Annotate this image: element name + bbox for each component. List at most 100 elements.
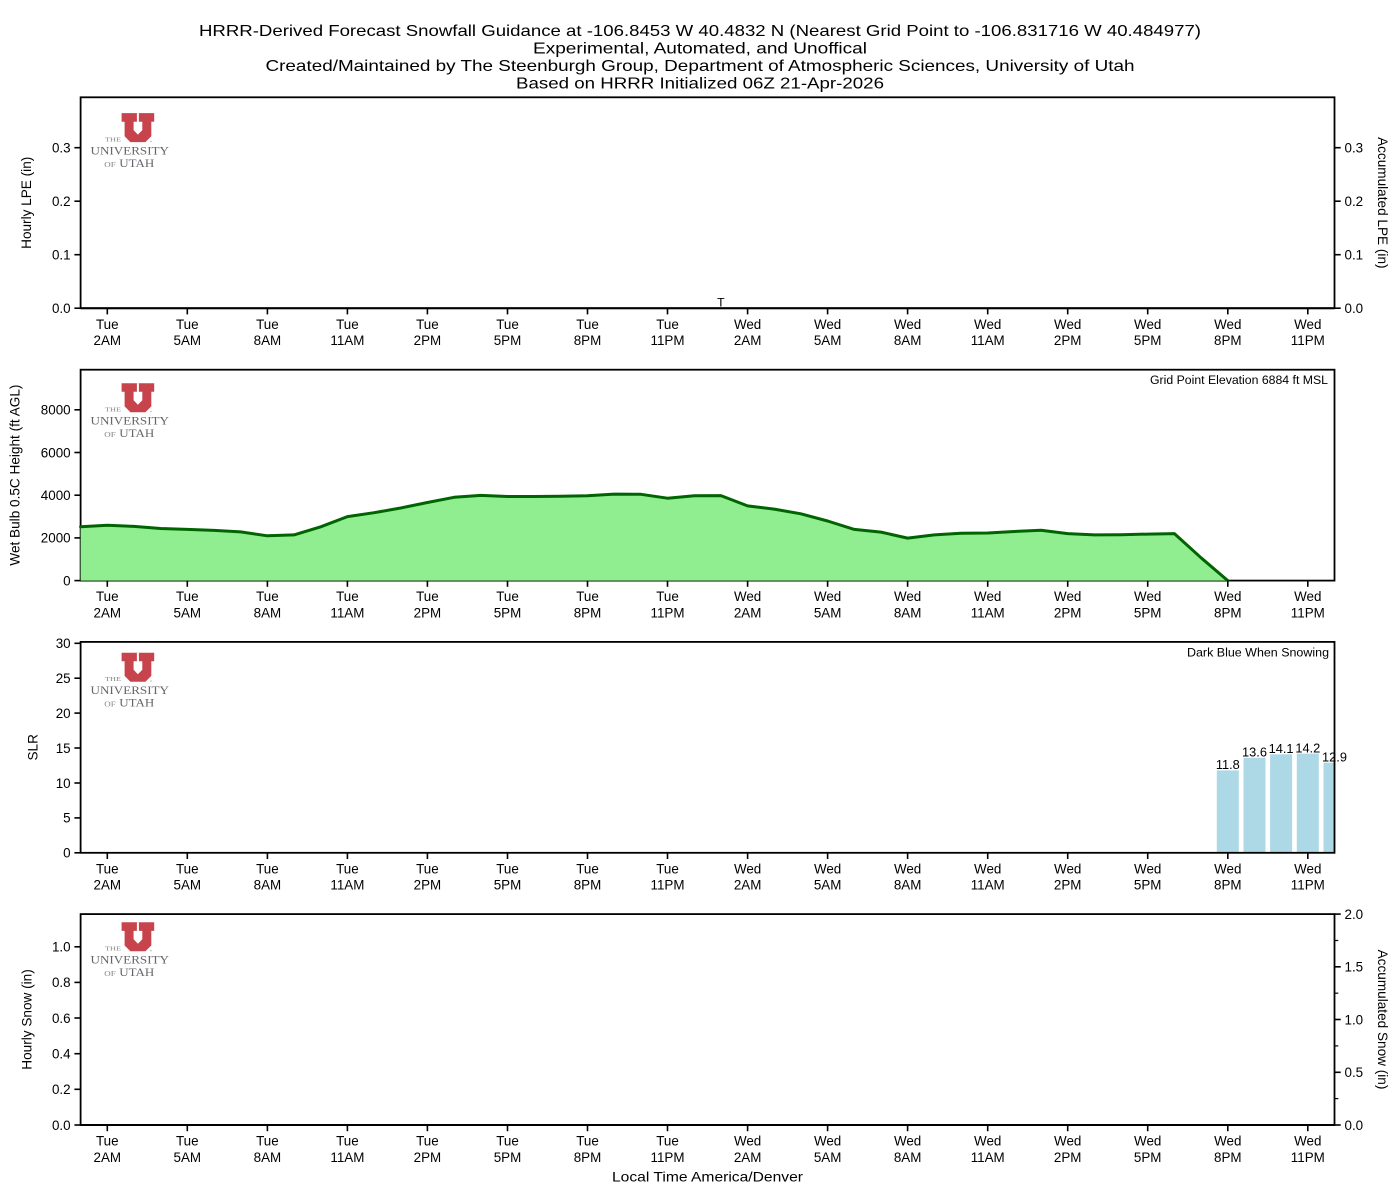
svg-text:Grid Point Elevation 6884 ft M: Grid Point Elevation 6884 ft MSL	[1150, 373, 1328, 387]
svg-text:2PM: 2PM	[1054, 606, 1082, 621]
svg-text:OF: OF	[104, 969, 115, 978]
svg-text:8AM: 8AM	[894, 1150, 922, 1165]
svg-text:UTAH: UTAH	[119, 158, 154, 170]
svg-text:11AM: 11AM	[971, 1150, 1005, 1165]
svg-text:UNIVERSITY: UNIVERSITY	[91, 415, 170, 427]
svg-text:Wed: Wed	[734, 1134, 761, 1149]
svg-text:12.9: 12.9	[1322, 750, 1347, 765]
svg-text:Accumulated LPE (in): Accumulated LPE (in)	[1375, 137, 1390, 268]
svg-text:Wet Bulb 0.5C Height (ft AGL): Wet Bulb 0.5C Height (ft AGL)	[8, 385, 23, 566]
svg-text:11AM: 11AM	[330, 606, 364, 621]
svg-text:11AM: 11AM	[971, 606, 1005, 621]
svg-text:UTAH: UTAH	[119, 428, 154, 440]
svg-text:8AM: 8AM	[894, 333, 922, 348]
svg-text:2.0: 2.0	[1345, 907, 1364, 922]
svg-text:Wed: Wed	[974, 861, 1001, 876]
svg-text:Wed: Wed	[1214, 861, 1241, 876]
svg-text:OF: OF	[104, 430, 115, 439]
svg-text:OF: OF	[104, 699, 115, 708]
svg-text:Wed: Wed	[734, 589, 761, 604]
svg-text:8PM: 8PM	[574, 333, 602, 348]
svg-text:13.6: 13.6	[1242, 745, 1267, 760]
svg-text:0.5: 0.5	[1345, 1065, 1364, 1080]
svg-text:11AM: 11AM	[330, 333, 364, 348]
svg-text:2PM: 2PM	[414, 878, 442, 893]
svg-text:T: T	[717, 296, 725, 310]
svg-text:Wed: Wed	[1134, 861, 1161, 876]
svg-text:UTAH: UTAH	[119, 967, 154, 979]
svg-text:Tue: Tue	[256, 317, 279, 332]
svg-text:Wed: Wed	[734, 861, 761, 876]
svg-text:Tue: Tue	[256, 861, 279, 876]
svg-text:25: 25	[56, 671, 71, 686]
svg-text:Wed: Wed	[1134, 1134, 1161, 1149]
svg-text:8PM: 8PM	[1214, 606, 1242, 621]
svg-text:Wed: Wed	[1214, 1134, 1241, 1149]
svg-text:2PM: 2PM	[1054, 333, 1082, 348]
svg-text:Wed: Wed	[814, 1134, 841, 1149]
svg-text:5AM: 5AM	[814, 1150, 842, 1165]
svg-text:8AM: 8AM	[894, 878, 922, 893]
svg-text:11AM: 11AM	[971, 333, 1005, 348]
svg-text:5PM: 5PM	[494, 1150, 522, 1165]
svg-text:0.3: 0.3	[52, 141, 71, 156]
svg-text:5AM: 5AM	[174, 333, 202, 348]
svg-text:2PM: 2PM	[414, 333, 442, 348]
svg-text:0: 0	[63, 846, 70, 861]
svg-text:THE: THE	[105, 676, 121, 683]
svg-text:Wed: Wed	[974, 589, 1001, 604]
svg-text:2PM: 2PM	[1054, 1150, 1082, 1165]
svg-text:Wed: Wed	[814, 861, 841, 876]
svg-text:Wed: Wed	[974, 1134, 1001, 1149]
svg-text:10: 10	[56, 776, 71, 791]
svg-text:Tue: Tue	[576, 589, 599, 604]
svg-text:1.0: 1.0	[1345, 1012, 1364, 1027]
svg-text:0.2: 0.2	[1345, 194, 1364, 209]
svg-text:11PM: 11PM	[1291, 606, 1325, 621]
svg-text:Tue: Tue	[96, 1134, 119, 1149]
svg-text:Tue: Tue	[96, 589, 119, 604]
svg-text:Wed: Wed	[814, 589, 841, 604]
svg-text:2AM: 2AM	[734, 878, 762, 893]
svg-text:Tue: Tue	[336, 317, 359, 332]
svg-text:5PM: 5PM	[1134, 333, 1162, 348]
svg-text:Accumulated Snow (in): Accumulated Snow (in)	[1375, 950, 1390, 1090]
svg-text:0.0: 0.0	[52, 1118, 71, 1133]
svg-text:UNIVERSITY: UNIVERSITY	[91, 685, 170, 697]
svg-text:HRRR-Derived Forecast Snowfall: HRRR-Derived Forecast Snowfall Guidance …	[199, 23, 1201, 40]
svg-text:14.1: 14.1	[1269, 741, 1294, 756]
svg-text:11AM: 11AM	[330, 1150, 364, 1165]
svg-text:2AM: 2AM	[734, 606, 762, 621]
svg-text:8000: 8000	[41, 403, 71, 418]
svg-text:Tue: Tue	[176, 589, 199, 604]
svg-text:Wed: Wed	[1294, 861, 1321, 876]
svg-text:15: 15	[56, 741, 71, 756]
svg-text:Tue: Tue	[656, 317, 679, 332]
svg-text:5: 5	[63, 811, 70, 826]
svg-text:5PM: 5PM	[494, 878, 522, 893]
svg-text:2AM: 2AM	[94, 333, 122, 348]
svg-text:Wed: Wed	[894, 589, 921, 604]
svg-text:14.2: 14.2	[1295, 740, 1320, 755]
svg-text:Hourly LPE (in): Hourly LPE (in)	[19, 157, 34, 249]
svg-text:Wed: Wed	[814, 317, 841, 332]
svg-text:5AM: 5AM	[174, 606, 202, 621]
svg-text:Tue: Tue	[176, 861, 199, 876]
svg-text:5AM: 5AM	[814, 333, 842, 348]
svg-text:2PM: 2PM	[1054, 878, 1082, 893]
svg-text:THE: THE	[105, 136, 121, 143]
svg-text:5PM: 5PM	[494, 606, 522, 621]
svg-text:Based on HRRR Initialized 06Z: Based on HRRR Initialized 06Z 21-Apr-202…	[516, 75, 884, 92]
svg-text:5AM: 5AM	[174, 878, 202, 893]
svg-text:1.5: 1.5	[1345, 960, 1364, 975]
svg-text:Tue: Tue	[96, 317, 119, 332]
svg-text:Wed: Wed	[1214, 317, 1241, 332]
svg-text:20: 20	[56, 706, 71, 721]
svg-text:0.8: 0.8	[52, 975, 71, 990]
svg-text:11PM: 11PM	[651, 606, 685, 621]
svg-text:2PM: 2PM	[414, 606, 442, 621]
svg-text:2PM: 2PM	[414, 1150, 442, 1165]
svg-text:0.4: 0.4	[52, 1047, 71, 1062]
svg-text:8AM: 8AM	[254, 878, 282, 893]
svg-text:8AM: 8AM	[894, 606, 922, 621]
